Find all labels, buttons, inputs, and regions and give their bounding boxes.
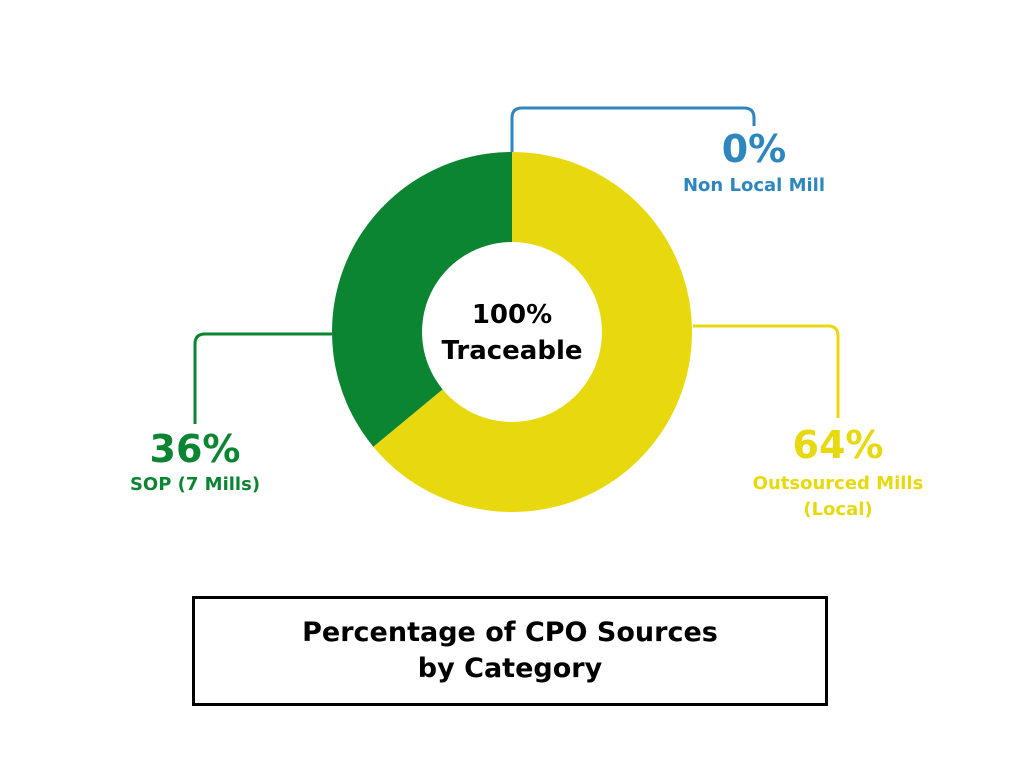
percent-label-sop: 36% (150, 427, 241, 471)
leader-line-sop (193, 332, 332, 424)
chart-title: Percentage of CPO Sources by Category (302, 617, 718, 684)
percent-label-non_local: 0% (722, 127, 787, 171)
chart-title-box: Percentage of CPO Sources by Category (192, 596, 828, 706)
category-label-non_local-0: Non Local Mill (683, 175, 825, 196)
leader-line-non_local (510, 106, 756, 152)
percent-label-outsourced: 64% (793, 423, 884, 467)
slice-outsourced (373, 152, 693, 513)
slice-labels: 0% Non Local Mill 64% Outsourced Mills (Loca… (130, 127, 923, 520)
center-label-word: Traceable (442, 336, 583, 366)
category-label-sop-0: SOP (7 Mills) (130, 474, 260, 495)
category-label-outsourced-1: (Local) (803, 499, 872, 520)
category-label-outsourced-0: Outsourced Mills (753, 473, 924, 494)
leader-lines (193, 106, 840, 424)
slice-sop (332, 152, 512, 447)
center-label-percent: 100% (472, 300, 552, 330)
donut-slices (332, 152, 693, 513)
leader-line-outsourced (693, 324, 840, 418)
